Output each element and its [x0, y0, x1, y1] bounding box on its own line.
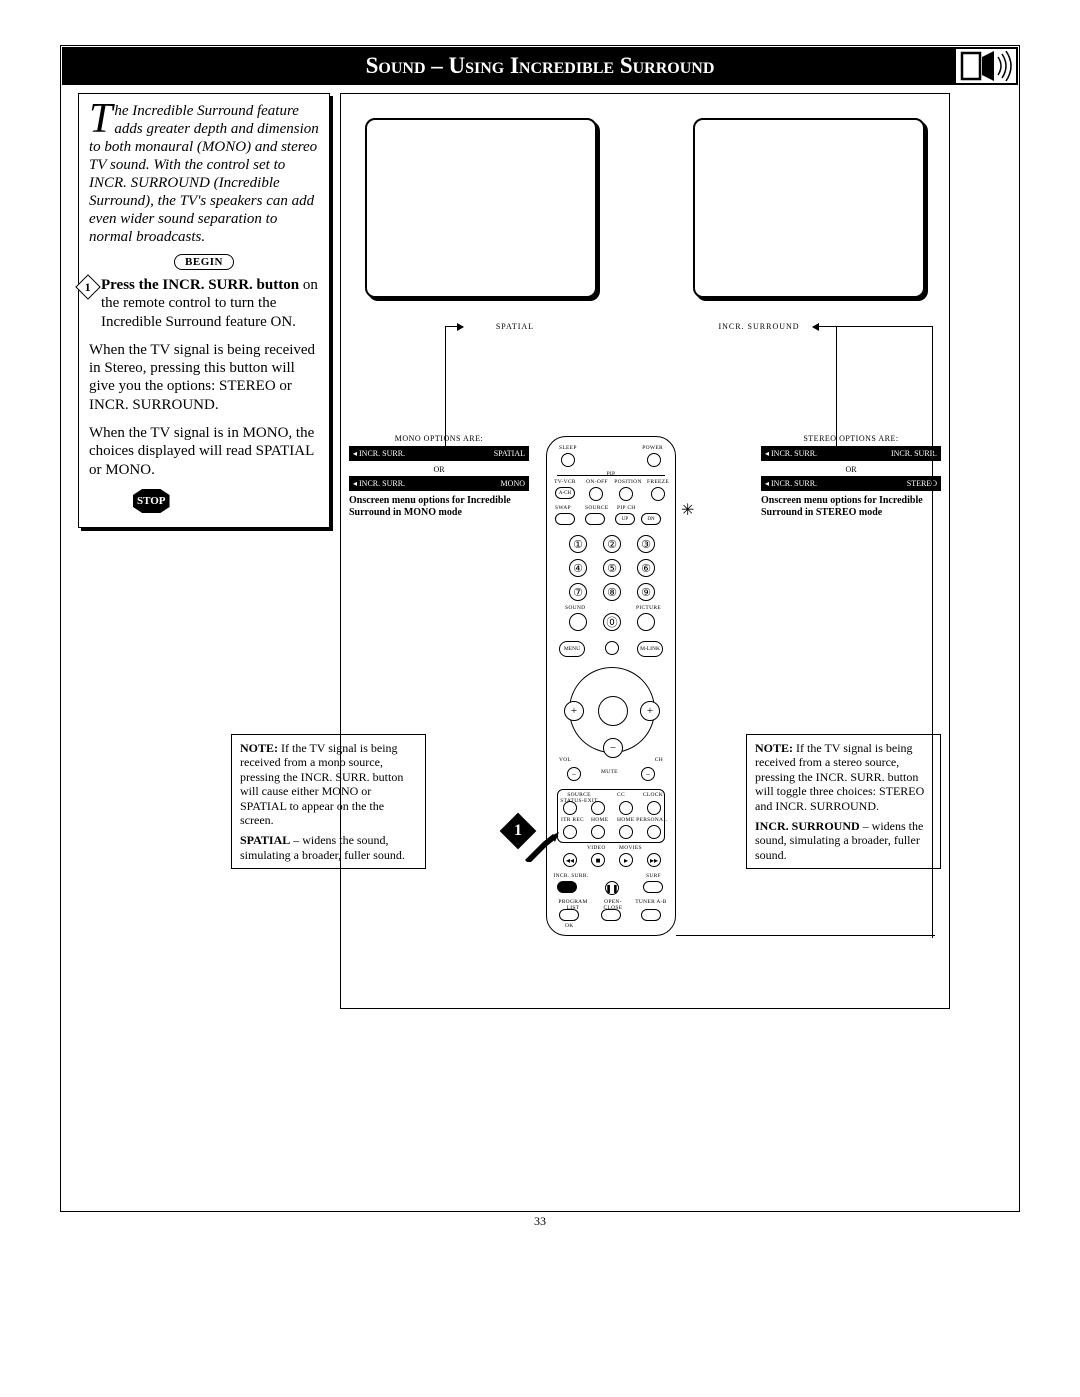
nav-up[interactable] — [605, 641, 619, 655]
menu-row: ◂ INCR. SURR.MONO — [349, 476, 529, 491]
key-3[interactable]: ③ — [637, 535, 655, 553]
arrow-right — [813, 326, 837, 327]
right-screen-label: INCR. SURROUND — [709, 322, 809, 331]
begin-badge: BEGIN — [174, 254, 234, 270]
status-button[interactable] — [563, 801, 577, 815]
ch-up[interactable]: + — [640, 701, 660, 721]
sleep-button[interactable] — [561, 453, 575, 467]
menu-row: ◂ INCR. SURR.STEREO — [761, 476, 941, 491]
tunerab-button[interactable] — [641, 909, 661, 921]
header-title: Sound – Using Incredible Surround — [366, 53, 715, 78]
intro-text: The Incredible Surround feature adds gre… — [89, 102, 319, 246]
speaker-icon — [956, 49, 1016, 83]
itrrec-button[interactable] — [563, 825, 577, 839]
exit-button[interactable] — [591, 801, 605, 815]
home1-button[interactable] — [591, 825, 605, 839]
step-1: 1 Press the INCR. SURR. button on the re… — [89, 276, 319, 331]
right-screen — [693, 118, 925, 298]
note-mono: NOTE: If the TV signal is being received… — [231, 734, 426, 869]
menu-mono: MONO OPTIONS ARE: ◂ INCR. SURR.SPATIAL O… — [349, 434, 529, 518]
menu-stereo: STEREO OPTIONS ARE: ◂ INCR. SURR.INCR. S… — [761, 434, 941, 518]
step-1-text: Press the INCR. SURR. button on the remo… — [89, 276, 319, 331]
key-8[interactable]: ⑧ — [603, 583, 621, 601]
key-5[interactable]: ⑤ — [603, 559, 621, 577]
swap-button[interactable] — [555, 513, 575, 525]
key-4[interactable]: ④ — [569, 559, 587, 577]
pipch-up[interactable]: UP — [615, 513, 635, 525]
pause-button[interactable]: ❚❚ — [605, 881, 619, 895]
source-button[interactable] — [585, 513, 605, 525]
menu-row: ◂ INCR. SURR.SPATIAL — [349, 446, 529, 461]
ff-button[interactable]: ▸▸ — [647, 853, 661, 867]
picture-button[interactable] — [637, 613, 655, 631]
menu-row: ◂ INCR. SURR.INCR. SURR. — [761, 446, 941, 461]
key-2[interactable]: ② — [603, 535, 621, 553]
para-2: When the TV signal is being received in … — [89, 341, 319, 414]
remote-control: SLEEP POWER PIP TV-VCR ON-OFF POSITION F… — [546, 436, 676, 936]
page-number: 33 — [0, 1214, 1080, 1229]
personal-button[interactable] — [647, 825, 661, 839]
rewind-button[interactable]: ◂◂ — [563, 853, 577, 867]
cc-button[interactable] — [619, 801, 633, 815]
openclose-button[interactable] — [601, 909, 621, 921]
intro-box: The Incredible Surround feature adds gre… — [78, 93, 330, 528]
para-3: When the TV signal is in MONO, the choic… — [89, 424, 319, 479]
sound-button[interactable] — [569, 613, 587, 631]
home2-button[interactable] — [619, 825, 633, 839]
stop-button[interactable]: ■ — [591, 853, 605, 867]
star-icon: ✳ — [681, 500, 694, 520]
pointer-hand-icon — [523, 832, 563, 862]
key-6[interactable]: ⑥ — [637, 559, 655, 577]
ch-minus[interactable]: − — [641, 767, 655, 781]
power-button[interactable] — [647, 453, 661, 467]
header-bar: Sound – Using Incredible Surround — [62, 47, 1018, 85]
key-7[interactable]: ⑦ — [569, 583, 587, 601]
menu-button[interactable]: MENU — [559, 641, 585, 657]
left-screen — [365, 118, 597, 298]
pipch-dn[interactable]: DN — [641, 513, 661, 525]
onoff-button[interactable] — [589, 487, 603, 501]
vol-minus[interactable]: − — [567, 767, 581, 781]
nav-pad[interactable]: + + − — [569, 667, 655, 753]
position-button[interactable] — [619, 487, 633, 501]
clock-button[interactable] — [647, 801, 661, 815]
key-9[interactable]: ⑨ — [637, 583, 655, 601]
key-1[interactable]: ① — [569, 535, 587, 553]
incr-surr-button[interactable] — [557, 881, 577, 893]
key-0[interactable]: ⓪ — [603, 613, 621, 631]
arrow-left — [445, 326, 463, 327]
note-stereo: NOTE: If the TV signal is being received… — [746, 734, 941, 869]
freeze-button[interactable] — [651, 487, 665, 501]
diagram-area: SPATIAL INCR. SURROUND MONO OPTIONS ARE:… — [340, 93, 950, 1009]
mlink-button[interactable]: M-LINK — [637, 641, 663, 657]
left-screen-label: SPATIAL — [465, 322, 565, 331]
play-button[interactable]: ▸ — [619, 853, 633, 867]
dropcap: T — [89, 102, 114, 136]
surf-button[interactable] — [643, 881, 663, 893]
proglist-button[interactable] — [559, 909, 579, 921]
ach-button[interactable]: A-CH — [555, 487, 575, 499]
vol-up[interactable]: + — [564, 701, 584, 721]
stop-badge: STOP — [133, 489, 170, 513]
vol-dn[interactable]: − — [603, 738, 623, 758]
